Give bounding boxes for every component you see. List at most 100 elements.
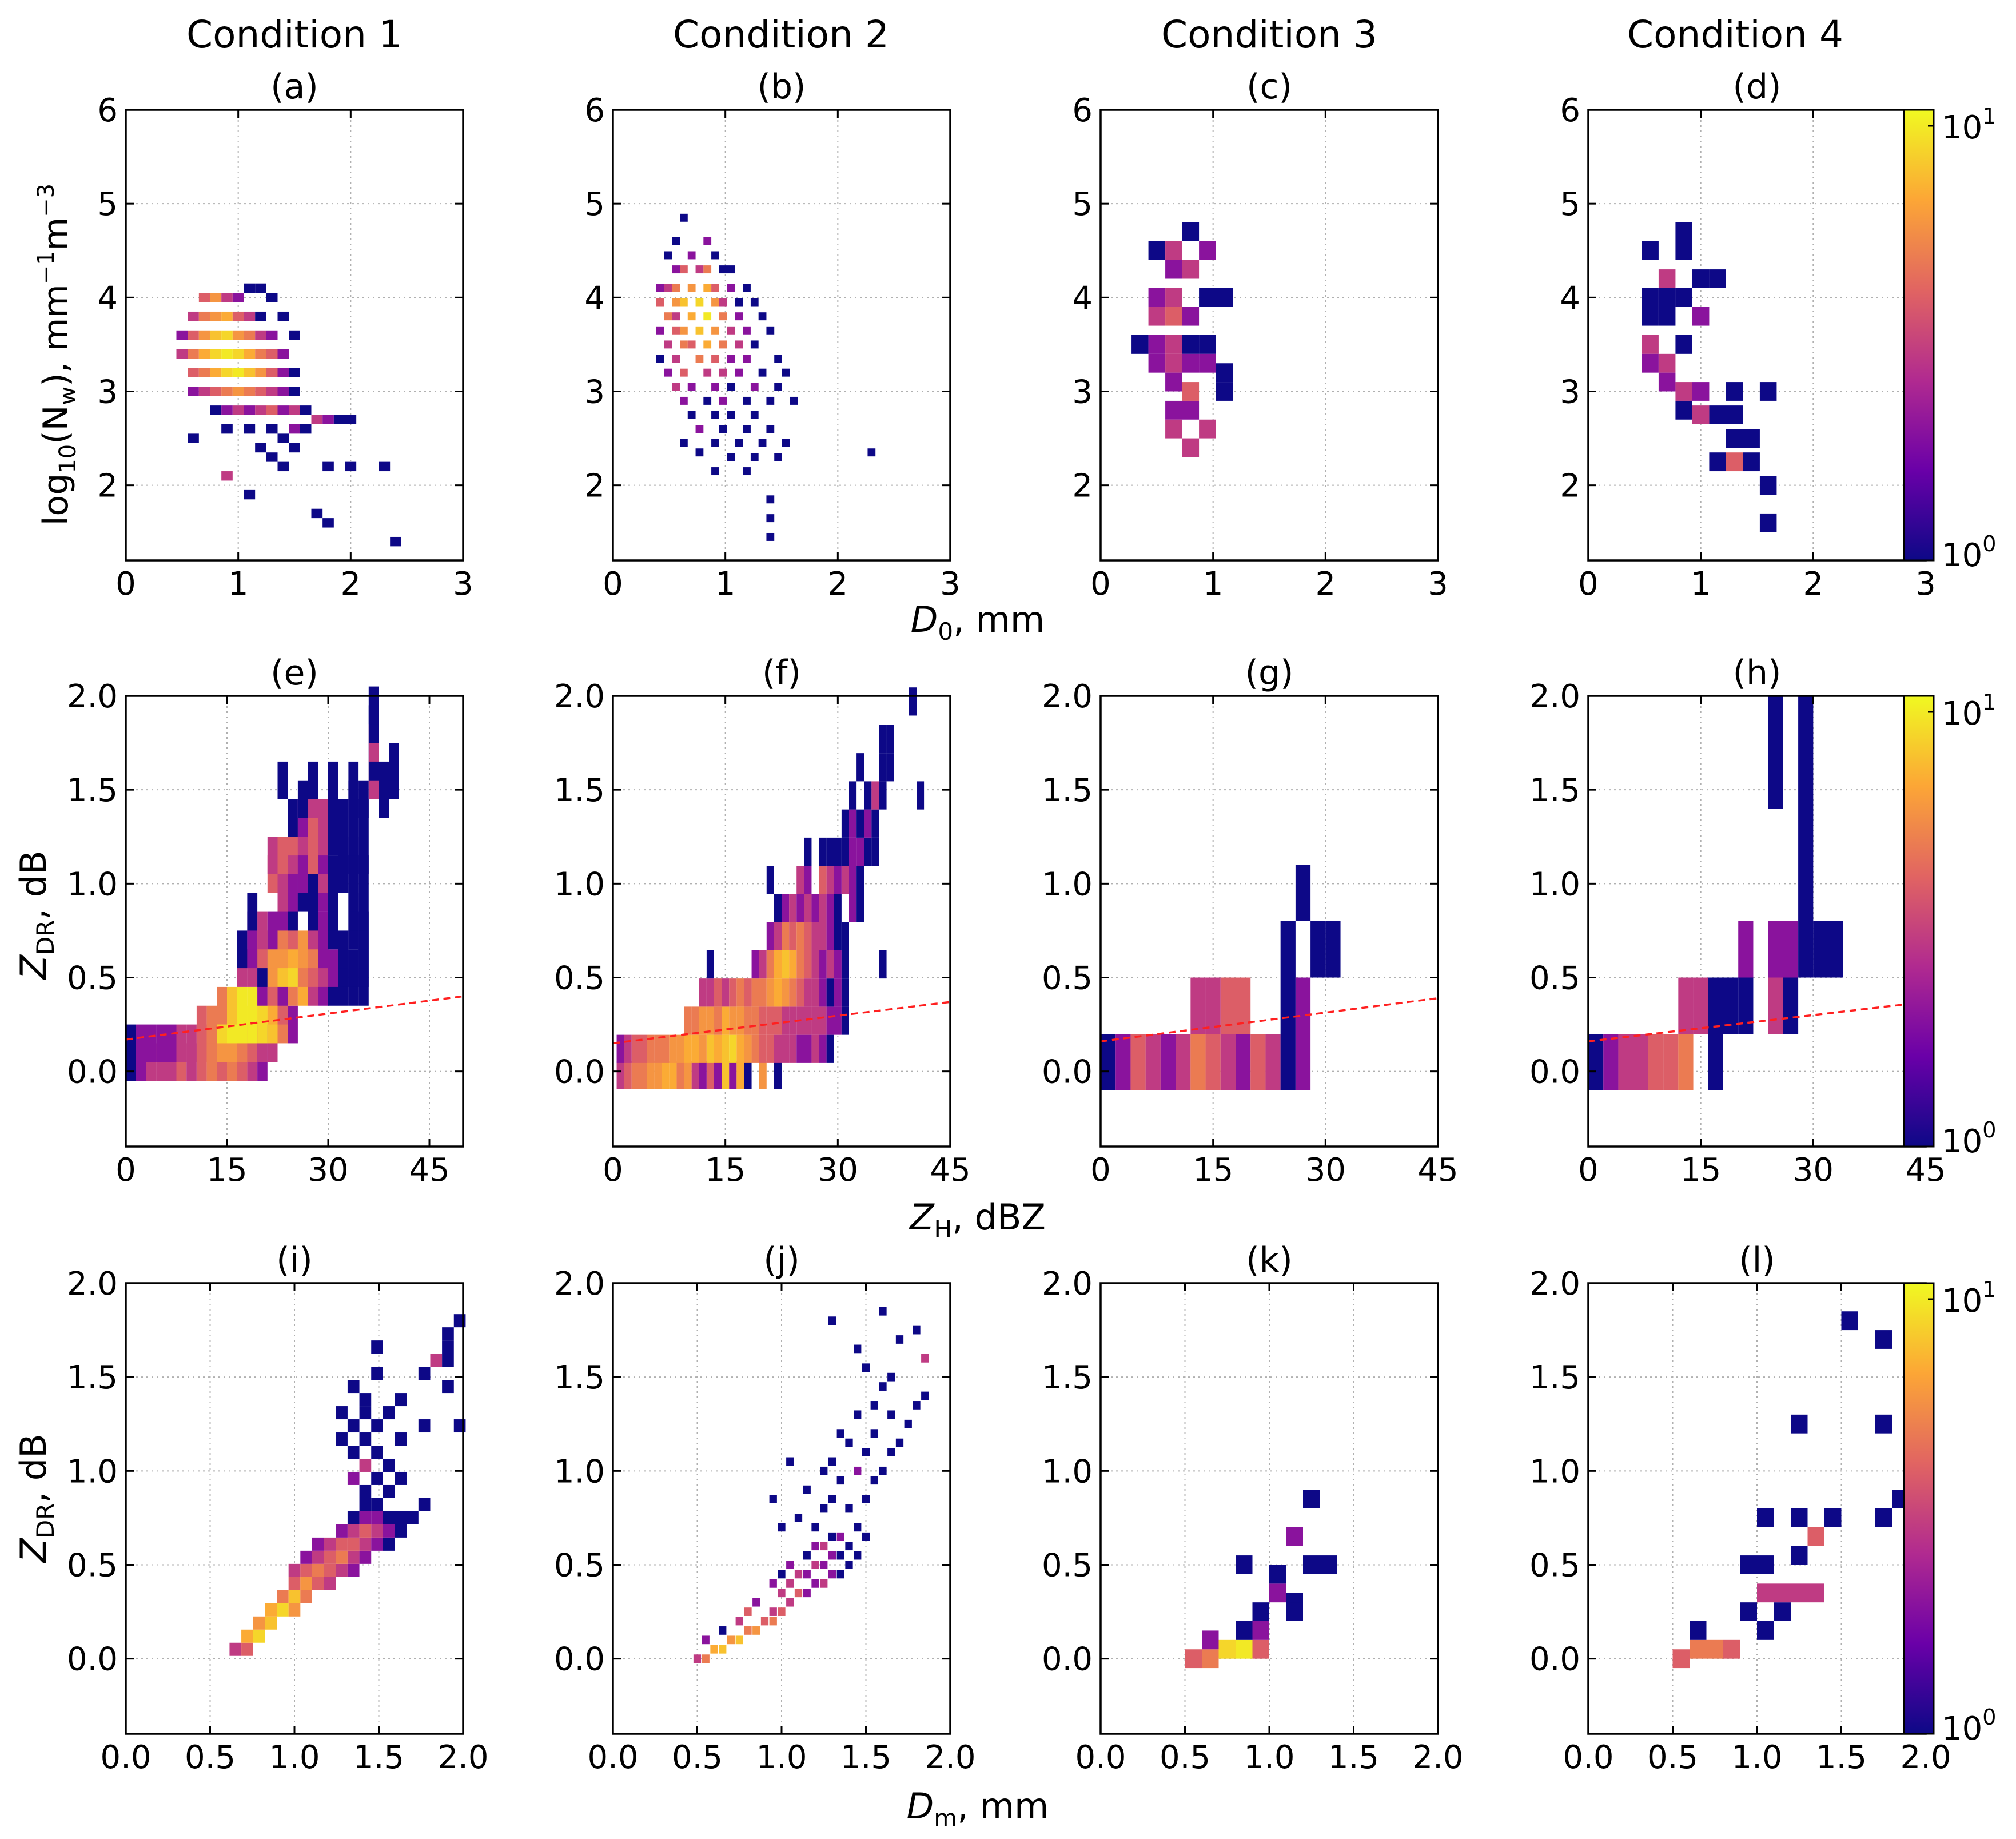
heatmap-cell — [1706, 1639, 1723, 1659]
heatmap-cell — [864, 809, 872, 838]
heatmap-cell — [1783, 977, 1799, 1034]
y-tick-label: 1.0 — [1042, 866, 1093, 903]
heatmap-cell — [804, 922, 812, 950]
heatmap-cell — [819, 1034, 827, 1063]
heatmap-cell — [1798, 809, 1814, 865]
x-tick-label: 30 — [1793, 1152, 1834, 1189]
heatmap-cell — [879, 781, 887, 810]
heatmap-cell — [750, 453, 759, 461]
heatmap-cell — [1190, 977, 1206, 1034]
heatmap-cell — [347, 1471, 360, 1485]
heatmap-cell — [1678, 977, 1694, 1034]
heatmap-cell — [744, 1607, 752, 1616]
heatmap-cell — [277, 837, 288, 874]
heatmap-cell — [221, 424, 233, 434]
heatmap-cell — [811, 922, 819, 950]
heatmap-cell — [146, 1024, 157, 1062]
heatmap-cell — [1269, 1565, 1286, 1584]
heatmap-cell — [241, 1642, 253, 1656]
heatmap-cell — [1236, 1621, 1253, 1640]
heatmap-cell — [210, 330, 222, 340]
heatmap-cell — [672, 312, 680, 321]
heatmap-cell — [1303, 1555, 1320, 1574]
heatmap-cell — [871, 837, 879, 866]
heatmap-cell — [1286, 1527, 1303, 1546]
heatmap-cell — [854, 1523, 862, 1532]
heatmap-cell — [1740, 1602, 1757, 1621]
heatmap-cell — [371, 1511, 383, 1524]
heatmap-cell — [703, 340, 712, 349]
heatmap-cell — [687, 312, 696, 321]
heatmap-cell — [727, 284, 735, 292]
y-tick-label: 4 — [584, 280, 605, 317]
heatmap-cell — [1199, 288, 1216, 307]
heatmap-cell — [126, 1024, 136, 1062]
heatmap-cell — [336, 1406, 348, 1420]
heatmap-cell — [371, 1367, 383, 1380]
heatmap-cell — [1798, 921, 1814, 978]
heatmap-cell — [879, 725, 887, 754]
y-tick-label: 0.0 — [67, 1054, 118, 1091]
heatmap-cell — [834, 894, 842, 922]
x-tick-label: 2.0 — [437, 1739, 488, 1776]
x-tick-label: 2 — [341, 566, 361, 603]
heatmap-cell — [1165, 372, 1182, 392]
colorbar-1: 101 100 — [1903, 104, 1996, 574]
heatmap-cell — [210, 311, 222, 321]
heatmap-cell — [684, 1006, 692, 1035]
heatmap-cell — [819, 894, 827, 922]
heatmap-cell — [743, 326, 751, 335]
heatmap-cell — [766, 866, 774, 894]
heatmap-cell — [750, 411, 759, 419]
heatmap-cell — [870, 1401, 878, 1410]
heatmap-cell — [702, 1635, 710, 1645]
heatmap-cell — [727, 265, 735, 274]
heatmap-cell — [826, 1006, 834, 1035]
heatmap-cell — [774, 950, 782, 979]
heatmap-cell — [1675, 288, 1692, 307]
heatmap-cell — [1738, 977, 1754, 1034]
heatmap-cell — [1658, 353, 1676, 373]
heatmap-cell — [727, 326, 735, 335]
heatmap-cell — [1280, 1034, 1296, 1090]
heatmap-cell — [1130, 1034, 1146, 1090]
heatmap-cell — [687, 411, 696, 419]
heatmap-cell — [1798, 696, 1814, 753]
heatmap-cell — [735, 1635, 743, 1645]
heatmap-cell — [1642, 335, 1659, 354]
heatmap-cell — [719, 425, 727, 433]
heatmap-cell — [616, 1061, 624, 1089]
colorbar-gradient — [1903, 109, 1935, 562]
heatmap-cell — [699, 978, 707, 1007]
heatmap-cell — [680, 326, 688, 335]
heatmap-cell — [1774, 1602, 1791, 1621]
heatmap-cell — [750, 383, 759, 391]
heatmap-cell — [722, 978, 730, 1007]
heatmap-cell — [921, 1391, 929, 1400]
heatmap-cell — [719, 312, 727, 321]
heatmap-cell — [371, 1537, 383, 1551]
heatmap-cell — [1280, 921, 1296, 978]
heatmap-cell — [345, 415, 357, 424]
heatmap-cell — [1726, 405, 1743, 424]
y-tick-label: 0.0 — [554, 1641, 605, 1678]
heatmap-cell — [870, 1476, 878, 1485]
heatmap-cell — [778, 1607, 786, 1616]
heatmap-cell — [710, 1645, 718, 1654]
heatmap-cell — [338, 837, 349, 874]
heatmap-cell — [1675, 400, 1692, 420]
y-tick-label: 0.5 — [67, 1547, 118, 1585]
heatmap-cell — [1693, 977, 1708, 1034]
heatmap-cell — [743, 355, 751, 363]
heatmap-cell — [267, 911, 278, 950]
heatmap-cell — [782, 368, 790, 377]
heatmap-cell — [348, 949, 359, 987]
plot-frame — [125, 695, 464, 1148]
heatmap-cell — [735, 312, 743, 321]
heatmap-cell — [1709, 405, 1726, 424]
heatmap-cell — [672, 383, 680, 391]
heatmap-cell — [759, 1061, 767, 1089]
heatmap-cell — [312, 1577, 324, 1590]
heatmap-cell — [804, 866, 812, 894]
